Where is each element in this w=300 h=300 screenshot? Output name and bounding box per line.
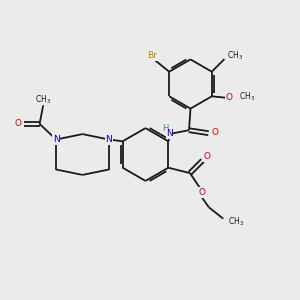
Text: O: O xyxy=(212,128,219,137)
Text: N: N xyxy=(166,129,173,138)
Text: CH$_3$: CH$_3$ xyxy=(227,50,243,62)
Text: N: N xyxy=(106,135,112,144)
Text: Br: Br xyxy=(147,51,157,60)
Text: O: O xyxy=(199,188,206,197)
Text: H: H xyxy=(162,124,168,133)
Text: CH$_3$: CH$_3$ xyxy=(35,93,51,106)
Text: CH$_3$: CH$_3$ xyxy=(239,91,256,103)
Text: O: O xyxy=(14,119,22,128)
Text: N: N xyxy=(53,135,59,144)
Text: O: O xyxy=(203,152,210,161)
Text: O: O xyxy=(226,93,233,102)
Text: CH$_3$: CH$_3$ xyxy=(228,215,244,228)
